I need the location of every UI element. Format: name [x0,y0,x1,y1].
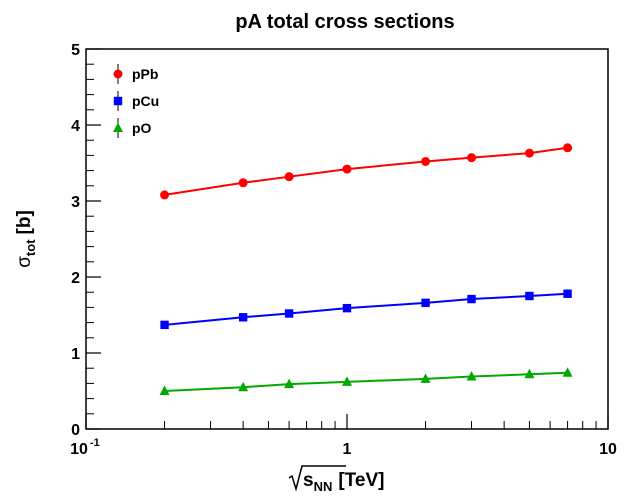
x-axis-label-unit: [TeV] [338,470,384,491]
y-tick-label: 1 [71,346,80,363]
legend-label-pcu: pCu [132,93,159,109]
data-point-pcu [421,298,430,308]
data-point-ppb [467,153,477,163]
legend-label-po: pO [132,120,152,136]
legend-marker-po [113,122,123,132]
data-point-po [524,368,535,379]
sqrt-sign [288,465,346,492]
data-point-po [562,367,573,377]
svg-text:sNN[TeV]: sNN [TeV] [303,470,384,494]
data-point-ppb [284,172,294,182]
series-po [159,367,573,395]
series-ppb [160,143,573,200]
y-axis-label-unit: [b] [14,210,35,234]
x-tick-label-exponent: -1 [90,437,100,449]
legend: pPb pCu pO [113,64,159,138]
y-tick-label: 3 [71,194,80,211]
legend-marker-ppb [113,69,123,79]
x-tick-label: 1 [343,441,352,458]
data-point-ppb [524,148,534,158]
data-point-po [466,371,477,381]
data-point-po [420,373,431,383]
data-point-ppb [563,143,573,153]
data-point-ppb [342,164,352,174]
y-axis-ticks: 0 1 2 3 4 5 [71,42,101,439]
x-axis-label: sNN [TeV] [288,465,384,494]
series-pcu [160,289,572,330]
data-point-po [284,378,295,389]
x-tick-label: 10 [70,441,88,458]
series-line-pcu [164,292,568,326]
data-point-pcu [284,309,294,318]
y-axis-label-subscript: tot [23,239,38,256]
data-point-ppb [238,178,248,188]
y-tick-label: 5 [71,42,80,59]
series-layer [159,143,573,395]
legend-label-ppb: pPb [132,66,158,82]
x-axis-label-subscript: NN [314,479,333,494]
y-axis-label: σtot [b] [14,210,38,268]
data-point-pcu [467,294,476,304]
data-point-pcu [342,303,352,313]
chart-title: pA total cross sections [235,11,454,33]
data-point-pcu [160,320,169,330]
x-axis-label-variable: s [303,470,314,491]
data-point-ppb [421,156,431,166]
data-point-po [238,381,249,392]
y-tick-label: 2 [71,270,80,287]
data-point-pcu [525,291,534,301]
legend-marker-pcu [113,96,123,106]
data-point-pcu [563,289,572,298]
series-line-po [164,371,568,392]
y-tick-label: 0 [71,422,80,439]
data-point-po [159,385,170,395]
series-line-ppb [164,146,568,196]
x-axis-ticks: 10 -1 1 10 [70,414,617,458]
data-point-pcu [238,313,248,322]
x-tick-label: 10 [599,441,617,458]
data-point-po [342,376,352,386]
y-axis-label-symbol: σ [14,256,35,268]
y-tick-label: 4 [71,118,80,135]
data-point-ppb [160,190,170,200]
